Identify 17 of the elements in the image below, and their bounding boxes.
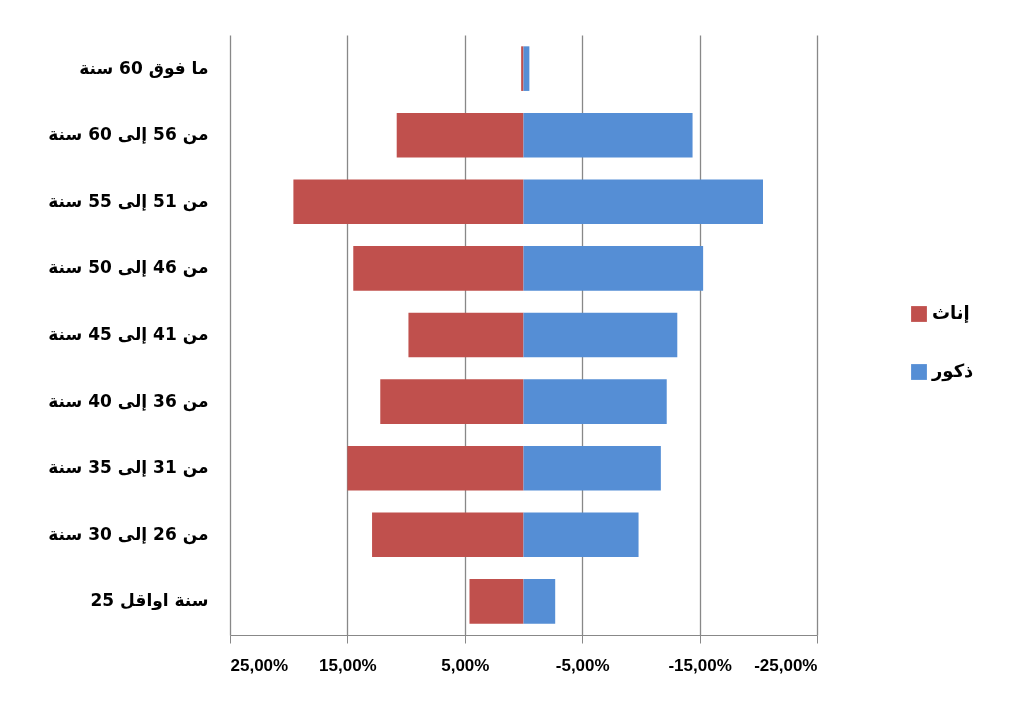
- y-tick-label: من 56 إلى 60 سنة: [48, 124, 209, 146]
- x-tick-label: 25,00%: [230, 655, 289, 675]
- y-tick-label: من 46 إلى 50 سنة: [48, 257, 209, 279]
- y-tick-label: من 31 إلى 35 سنة: [48, 457, 209, 479]
- y-tick-label: ما فوق 60 سنة: [79, 57, 209, 79]
- x-tick-label: -25,00%: [754, 655, 818, 675]
- y-tick-label: من 51 إلى 55 سنة: [48, 190, 209, 212]
- y-tick-label: من 26 إلى 30 سنة: [48, 523, 209, 545]
- y-tick-label: 25 سنة اواقل: [90, 590, 209, 612]
- y-tick-label: من 41 إلى 45 سنة: [48, 324, 209, 345]
- x-tick-label: 15,00%: [319, 655, 377, 675]
- legend-label: إناث: [932, 302, 970, 323]
- legend-label: ذكور: [931, 360, 974, 382]
- x-tick-label: -15,00%: [668, 655, 732, 675]
- y-tick-label: من 36 إلى 40 سنة: [48, 390, 209, 412]
- x-tick-label: -5,00%: [555, 655, 610, 675]
- x-tick-label: 5,00%: [441, 655, 490, 675]
